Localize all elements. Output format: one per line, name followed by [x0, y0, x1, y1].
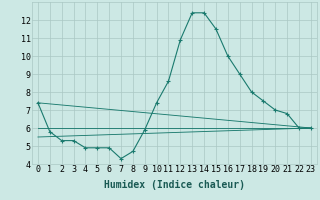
X-axis label: Humidex (Indice chaleur): Humidex (Indice chaleur)	[104, 180, 245, 190]
